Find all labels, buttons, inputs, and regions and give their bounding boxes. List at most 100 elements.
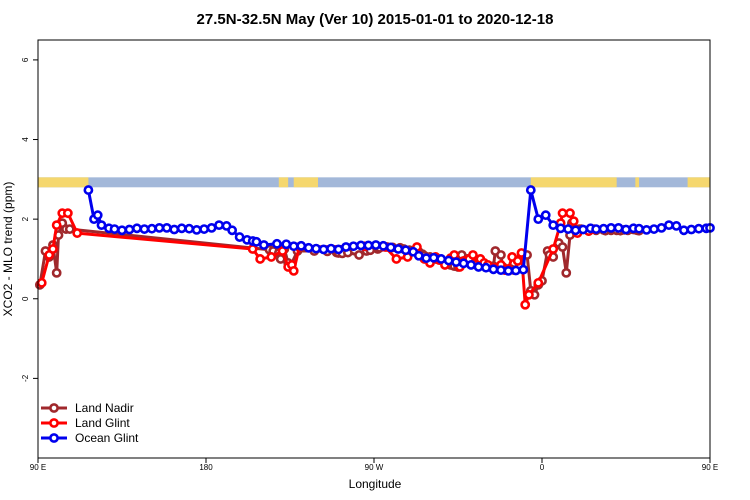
data-point xyxy=(272,238,282,249)
data-point xyxy=(281,239,292,250)
data-point xyxy=(363,240,374,251)
data-point xyxy=(92,210,103,221)
data-point xyxy=(296,240,307,251)
data-point xyxy=(255,254,266,264)
data-point xyxy=(51,267,62,278)
data-point xyxy=(117,225,127,236)
ocean-band xyxy=(38,177,710,188)
data-point xyxy=(258,240,269,250)
data-point xyxy=(613,223,624,233)
data-point xyxy=(64,224,75,234)
data-point xyxy=(671,221,682,231)
data-point xyxy=(557,242,568,252)
data-point xyxy=(341,242,351,252)
x-axis-label: Longitude xyxy=(349,477,402,491)
data-point xyxy=(83,185,94,195)
y-tick-label: 6 xyxy=(21,57,30,62)
data-point xyxy=(641,224,652,235)
legend-label: Land Nadir xyxy=(75,401,134,415)
data-point xyxy=(481,262,491,273)
x-axis: 90 E 180 90 W 0 90 E xyxy=(30,458,718,472)
data-point xyxy=(510,265,521,276)
data-point xyxy=(36,277,47,288)
data-point xyxy=(649,224,659,234)
data-point xyxy=(385,242,396,253)
data-point xyxy=(318,244,329,255)
data-point xyxy=(169,224,180,235)
data-point xyxy=(413,250,424,261)
x-tick-label: 0 xyxy=(540,463,545,472)
data-point xyxy=(563,224,574,234)
data-point xyxy=(468,250,478,260)
data-point xyxy=(154,223,165,233)
x-tick-label: 90 E xyxy=(30,463,46,472)
data-point xyxy=(51,220,62,231)
data-point xyxy=(533,214,544,225)
data-point xyxy=(393,244,404,254)
data-point xyxy=(598,223,609,234)
data-point xyxy=(656,223,667,233)
legend-swatch-marker xyxy=(49,433,59,443)
data-point xyxy=(503,265,514,276)
data-point xyxy=(496,265,506,275)
data-point xyxy=(520,299,531,310)
data-point xyxy=(570,225,581,236)
data-point xyxy=(348,241,359,252)
data-point xyxy=(693,223,704,234)
data-point xyxy=(428,252,439,263)
data-point xyxy=(48,244,58,254)
legend-swatch-marker xyxy=(49,403,59,413)
data-point xyxy=(251,236,262,247)
data-point xyxy=(234,232,245,242)
data-point xyxy=(512,256,523,266)
series-layer xyxy=(34,185,715,310)
data-point xyxy=(555,223,566,234)
data-point xyxy=(333,244,344,255)
x-tick-label: 180 xyxy=(199,463,213,472)
data-point xyxy=(400,245,411,256)
data-point xyxy=(124,224,135,235)
data-point xyxy=(568,216,579,227)
data-point xyxy=(227,225,238,236)
data-point xyxy=(488,264,499,275)
data-point xyxy=(356,240,366,251)
data-point xyxy=(466,260,476,270)
data-point xyxy=(451,257,462,268)
data-point xyxy=(354,250,364,260)
data-point xyxy=(621,224,631,235)
data-point xyxy=(266,252,277,262)
data-point xyxy=(578,224,588,235)
land-ocean-band xyxy=(38,177,710,188)
data-point xyxy=(561,267,572,278)
data-point xyxy=(525,185,536,195)
data-point xyxy=(458,258,469,269)
data-point xyxy=(496,250,506,260)
data-point xyxy=(421,253,432,264)
data-point xyxy=(686,224,697,235)
data-point xyxy=(678,225,689,236)
data-point xyxy=(634,223,644,234)
data-point xyxy=(548,244,559,254)
data-point xyxy=(214,220,224,231)
data-point xyxy=(96,220,107,231)
data-point xyxy=(311,243,322,254)
data-point xyxy=(473,262,484,272)
data-point xyxy=(199,224,210,234)
data-point xyxy=(146,223,157,234)
x-tick-label: 90 E xyxy=(702,463,718,472)
data-point xyxy=(524,289,534,300)
data-point xyxy=(378,240,389,251)
data-point xyxy=(664,220,674,231)
legend-item: Land Glint xyxy=(41,416,130,430)
data-point xyxy=(303,242,314,253)
data-point xyxy=(518,264,529,275)
data-point xyxy=(391,254,402,264)
legend-item: Land Nadir xyxy=(41,401,134,415)
data-point xyxy=(132,223,142,234)
y-tick-label: -2 xyxy=(21,374,30,382)
data-point xyxy=(109,224,120,234)
data-point xyxy=(540,210,551,221)
y-tick-label: 4 xyxy=(21,137,30,142)
